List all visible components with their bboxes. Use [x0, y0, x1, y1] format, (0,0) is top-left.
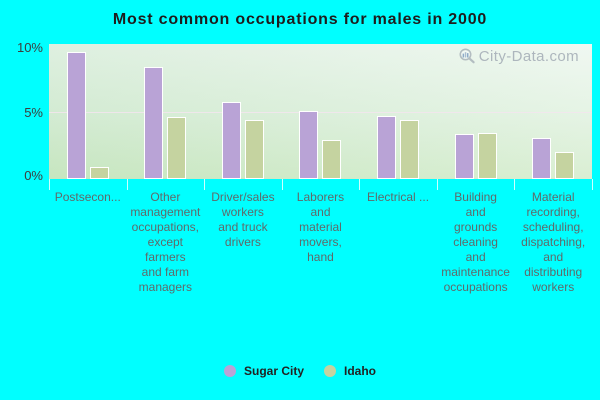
- legend-label: Sugar City: [243, 364, 304, 378]
- y-axis-label: 5%: [24, 105, 43, 120]
- bar-idaho: [400, 120, 420, 179]
- x-axis-tick: [204, 179, 205, 190]
- y-axis-label: 10%: [16, 40, 43, 55]
- legend-item-sugar-city: Sugar City: [223, 364, 304, 378]
- bar-sugar-city: [299, 111, 319, 179]
- bar-sugar-city: [221, 102, 241, 179]
- watermark: City-Data.com: [458, 47, 579, 65]
- x-axis-tick: [359, 179, 360, 190]
- legend-item-idaho: Idaho: [324, 364, 376, 378]
- plot-area: City-Data.com: [49, 44, 592, 179]
- category-label: Building and grounds cleaning and mainte…: [441, 190, 510, 294]
- legend-swatch-icon: [324, 365, 336, 377]
- bar-sugar-city: [66, 52, 86, 179]
- bar-sugar-city: [377, 116, 397, 179]
- bar-group: [282, 44, 360, 179]
- bar-sugar-city: [454, 134, 474, 179]
- category-label: Electrical ...: [367, 190, 430, 204]
- bar-idaho: [167, 117, 187, 179]
- category-label: Driver/sales workers and truck drivers: [211, 190, 275, 249]
- bar-group: [127, 44, 205, 179]
- x-axis-tick: [592, 179, 593, 190]
- x-axis-tick: [514, 179, 515, 190]
- bar-idaho: [322, 140, 342, 179]
- bar-group: [49, 44, 127, 179]
- category-label: Laborers and material movers, hand: [296, 190, 345, 264]
- x-axis-tick: [437, 179, 438, 190]
- bar-sugar-city: [532, 138, 552, 179]
- x-axis-tick: [127, 179, 128, 190]
- chart-title: Most common occupations for males in 200…: [112, 11, 488, 28]
- legend-swatch-icon: [223, 365, 236, 377]
- category-label: Postsecon...: [54, 190, 121, 204]
- bar-group: [359, 44, 437, 179]
- bar-idaho: [477, 133, 497, 179]
- legend: Sugar City Idaho: [0, 364, 600, 378]
- y-axis-label: 0%: [24, 168, 43, 183]
- x-axis-tick: [282, 179, 283, 190]
- bar-group: [204, 44, 282, 179]
- watermark-text: City-Data.com: [478, 47, 579, 65]
- x-axis-tick: [49, 179, 50, 190]
- bar-idaho: [244, 120, 264, 179]
- gridline-5pct: [49, 112, 592, 113]
- bar-group: [514, 44, 592, 179]
- bar-sugar-city: [144, 67, 164, 179]
- bar-group: [437, 44, 515, 179]
- bar-idaho: [555, 152, 575, 179]
- category-label: Other management occupations, except far…: [130, 190, 201, 294]
- bar-idaho: [89, 167, 109, 179]
- category-label: Material recording, scheduling, dispatch…: [521, 190, 586, 294]
- legend-label: Idaho: [344, 364, 376, 378]
- magnifier-icon: [458, 47, 476, 65]
